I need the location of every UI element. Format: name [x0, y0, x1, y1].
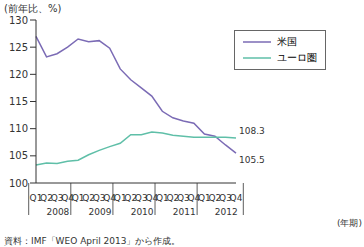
svg-text:2009: 2009 — [89, 207, 112, 217]
svg-text:Q4: Q4 — [103, 193, 117, 203]
html-text:ユーロ圏: ユーロ圏 — [277, 52, 317, 63]
html-text:資料：IMF「WEO April 2013」から作成。: 資料：IMF「WEO April 2013」から作成。 — [4, 236, 181, 246]
svg-text:115: 115 — [9, 96, 28, 107]
svg-text:Q3: Q3 — [177, 193, 190, 203]
svg-text:Q2: Q2 — [124, 193, 138, 203]
svg-text:130: 130 — [9, 15, 28, 26]
svg-text:125: 125 — [9, 42, 28, 53]
svg-text:Q3: Q3 — [92, 193, 106, 203]
html-text:(前年比、%): (前年比、%) — [4, 3, 62, 14]
html-text:(年期): (年期) — [337, 218, 362, 228]
svg-text:2008: 2008 — [46, 207, 69, 217]
svg-text:Q1: Q1 — [113, 193, 127, 203]
svg-text:Q2: Q2 — [166, 193, 180, 203]
svg-text:2010: 2010 — [131, 207, 154, 217]
svg-text:Q4: Q4 — [145, 193, 159, 203]
html-text:米国: 米国 — [277, 36, 297, 47]
svg-text:Q3: Q3 — [134, 193, 148, 203]
svg-text:Q3: Q3 — [50, 193, 64, 203]
svg-text:100: 100 — [9, 178, 28, 189]
svg-text:Q4: Q4 — [61, 193, 74, 203]
svg-text:105.5: 105.5 — [239, 155, 265, 165]
svg-text:Q4: Q4 — [230, 193, 243, 203]
svg-text:108.3: 108.3 — [239, 126, 265, 136]
svg-text:Q4: Q4 — [187, 193, 201, 203]
svg-text:Q1: Q1 — [155, 193, 169, 203]
svg-text:Q1: Q1 — [198, 193, 211, 203]
svg-text:Q1: Q1 — [71, 193, 85, 203]
svg-text:Q2: Q2 — [82, 193, 95, 203]
svg-text:2011: 2011 — [173, 207, 196, 217]
svg-text:110: 110 — [9, 123, 28, 134]
svg-text:Q3: Q3 — [219, 193, 232, 203]
svg-text:2012: 2012 — [215, 207, 238, 217]
svg-text:Q2: Q2 — [208, 193, 222, 203]
svg-text:Q1: Q1 — [29, 193, 43, 203]
svg-text:120: 120 — [9, 69, 28, 80]
svg-text:Q2: Q2 — [40, 193, 53, 203]
svg-text:105: 105 — [9, 150, 28, 161]
